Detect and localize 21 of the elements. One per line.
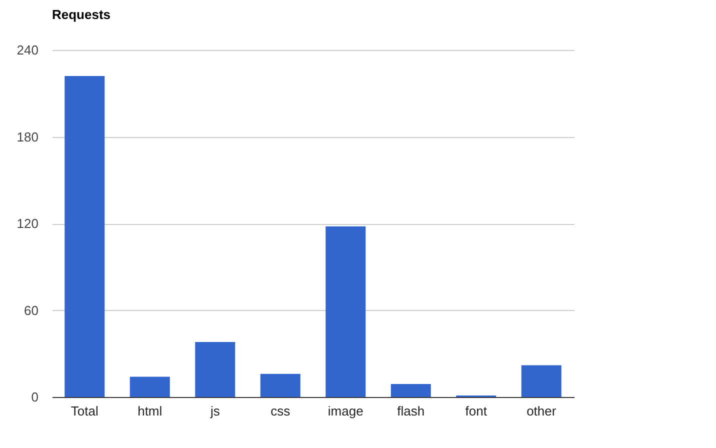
x-tick-label: flash — [397, 404, 425, 418]
bar — [326, 226, 366, 397]
bar — [130, 376, 170, 397]
y-tick-label: 60 — [24, 302, 38, 318]
x-tick-label: other — [526, 404, 557, 418]
x-tick-label: font — [465, 404, 488, 418]
y-tick-label: 240 — [16, 42, 38, 58]
x-tick-label: html — [138, 404, 162, 418]
x-tick-label: css — [270, 404, 291, 418]
bar — [195, 342, 236, 397]
y-tick-label: 0 — [31, 390, 38, 404]
x-tick-label: image — [328, 404, 364, 418]
bar — [521, 365, 562, 397]
y-tick-label: 120 — [16, 216, 38, 231]
x-tick-label: Total — [70, 404, 98, 418]
bar — [390, 384, 431, 397]
x-tick-label: js — [209, 404, 220, 418]
bar — [260, 374, 300, 397]
bar — [64, 76, 105, 397]
y-tick-label: 180 — [16, 129, 38, 144]
chart-title: Requests — [52, 7, 111, 22]
